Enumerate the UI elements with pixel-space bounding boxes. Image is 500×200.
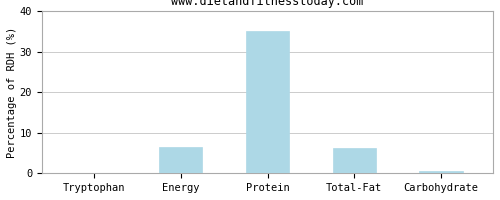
Bar — [420, 171, 463, 173]
Y-axis label: Percentage of RDH (%): Percentage of RDH (%) — [7, 27, 17, 158]
Bar — [159, 147, 202, 173]
Bar — [332, 148, 376, 173]
Text: www.dietandfitnesstoday.com: www.dietandfitnesstoday.com — [172, 0, 364, 8]
Bar — [246, 31, 289, 173]
